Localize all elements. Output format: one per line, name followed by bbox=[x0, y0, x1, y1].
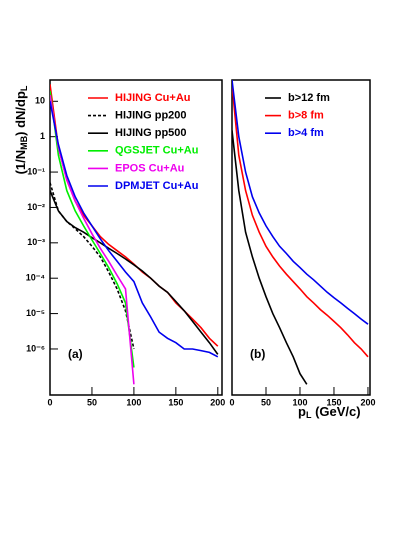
x-tick-label: 50 bbox=[261, 397, 271, 407]
legend-label: HIJING pp200 bbox=[115, 110, 187, 122]
y-label-part: (1/N bbox=[13, 150, 28, 175]
series-line bbox=[50, 190, 219, 355]
x-axis-label: pL (GeV/c) bbox=[298, 404, 361, 420]
legend-label: b>12 fm bbox=[288, 92, 330, 104]
series-line bbox=[50, 182, 135, 350]
y-tick-label: 1 bbox=[40, 131, 45, 141]
y-tick-label: 10⁻⁵ bbox=[26, 308, 45, 318]
legend-label: HIJING Cu+Au bbox=[115, 92, 190, 104]
legend-label: EPOS Cu+Au bbox=[115, 162, 184, 174]
x-label-sub: L bbox=[306, 410, 312, 420]
legend-label: DPMJET Cu+Au bbox=[115, 180, 198, 192]
y-tick-label: 10⁻⁴ bbox=[26, 273, 45, 283]
plot-frame bbox=[49, 79, 223, 396]
x-tick-label: 100 bbox=[292, 397, 307, 407]
x-tick-label: 150 bbox=[168, 397, 183, 407]
series-line bbox=[232, 130, 308, 385]
x-label-part: (GeV/c) bbox=[311, 404, 360, 419]
y-label-sub: L bbox=[19, 85, 29, 91]
x-tick-label: 200 bbox=[210, 397, 225, 407]
legend-label: HIJING pp500 bbox=[115, 127, 187, 139]
y-tick-label: 10⁻⁶ bbox=[26, 343, 45, 353]
x-tick-label: 200 bbox=[360, 397, 375, 407]
series-line bbox=[232, 80, 369, 325]
plot-frame bbox=[231, 79, 371, 396]
y-tick-label: 10⁻¹ bbox=[27, 166, 45, 176]
annotation: (a) bbox=[68, 347, 83, 361]
y-tick-label: 10⁻² bbox=[27, 202, 45, 212]
legend-label: b>8 fm bbox=[288, 110, 324, 122]
legend-label: QGSJET Cu+Au bbox=[115, 145, 198, 157]
series-line bbox=[50, 90, 135, 368]
y-tick-label: 10 bbox=[35, 96, 45, 106]
series-line bbox=[50, 84, 219, 347]
x-label-part: p bbox=[298, 404, 306, 419]
series-line bbox=[50, 94, 135, 385]
legend-label: b>4 fm bbox=[288, 127, 324, 139]
y-label-part: ) dN/dp bbox=[13, 91, 28, 136]
series-line bbox=[232, 84, 369, 358]
x-tick-label: 100 bbox=[126, 397, 141, 407]
y-axis-label: (1/NMB) dN/dpL bbox=[13, 85, 29, 174]
x-tick-label: 150 bbox=[326, 397, 341, 407]
x-tick-label: 50 bbox=[87, 397, 97, 407]
annotation: (b) bbox=[250, 347, 265, 361]
x-tick-label: 0 bbox=[47, 397, 52, 407]
y-label-sub: MB bbox=[19, 135, 29, 149]
series-line bbox=[50, 101, 219, 358]
x-tick-label: 0 bbox=[229, 397, 234, 407]
y-tick-label: 10⁻³ bbox=[27, 237, 45, 247]
